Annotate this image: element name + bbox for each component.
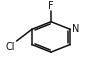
Text: N: N [72, 24, 80, 34]
Text: F: F [48, 1, 54, 11]
Text: Cl: Cl [5, 42, 15, 52]
